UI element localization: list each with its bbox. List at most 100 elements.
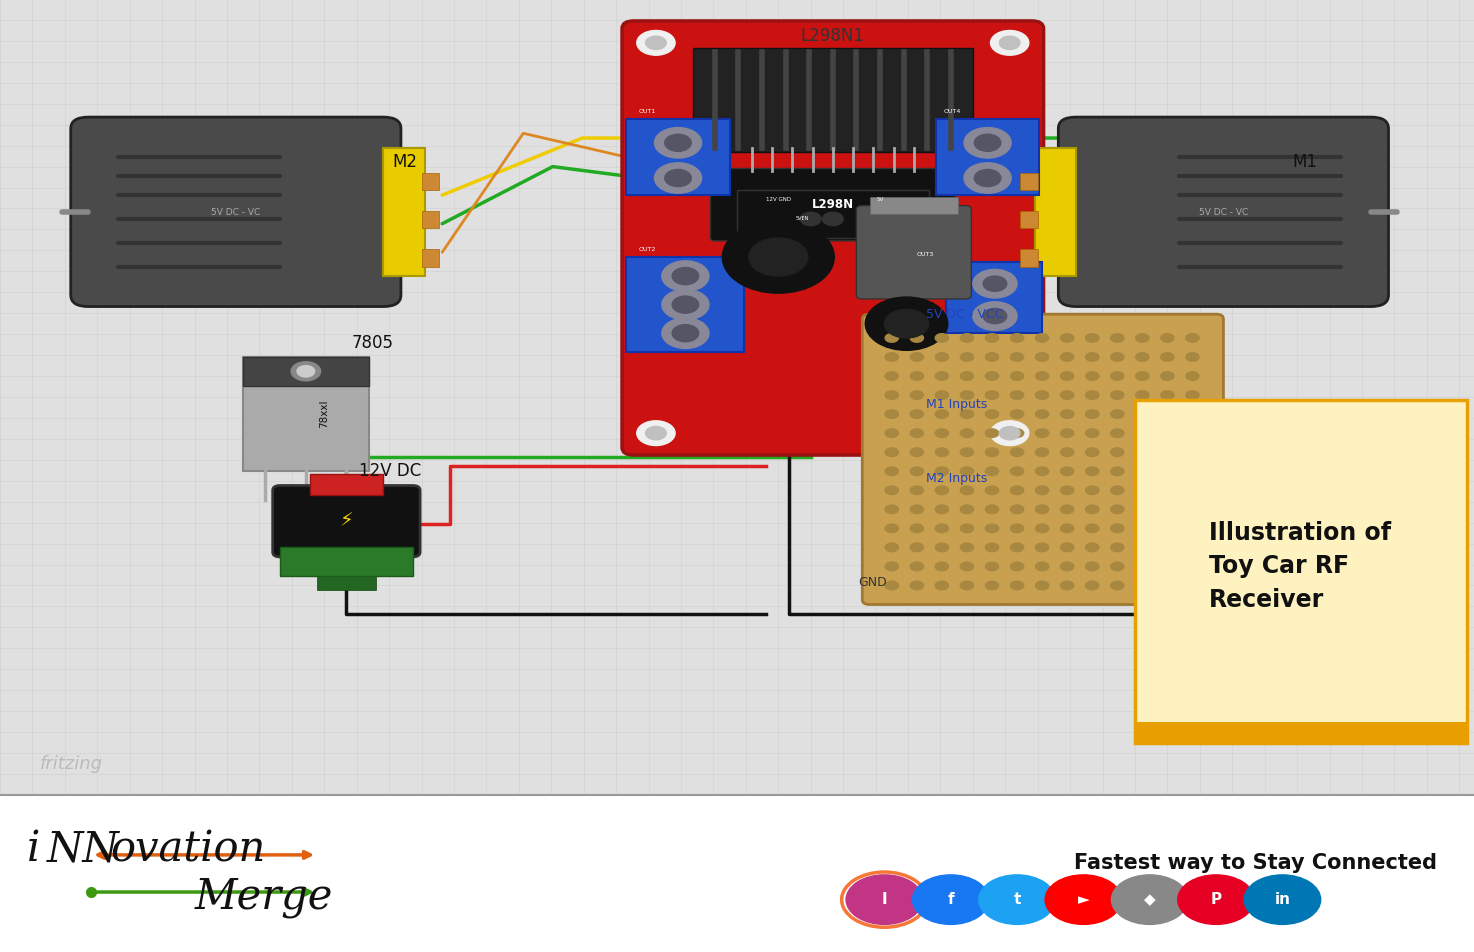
Circle shape (1085, 371, 1100, 380)
Text: f: f (948, 892, 954, 907)
Circle shape (935, 390, 949, 399)
Circle shape (884, 333, 899, 342)
Circle shape (1162, 524, 1175, 532)
Circle shape (1162, 543, 1175, 551)
Circle shape (654, 128, 702, 158)
Circle shape (1061, 581, 1073, 590)
Bar (1135, 722, 1467, 743)
Circle shape (935, 486, 949, 494)
Circle shape (662, 289, 709, 320)
Text: L298N: L298N (812, 198, 853, 211)
Circle shape (974, 169, 1001, 187)
Text: M1 Inputs: M1 Inputs (926, 398, 988, 411)
Circle shape (1011, 390, 1023, 399)
Circle shape (1162, 466, 1175, 475)
Circle shape (999, 36, 1020, 50)
Circle shape (961, 505, 974, 513)
Circle shape (1162, 581, 1175, 590)
Circle shape (985, 543, 999, 551)
Bar (280, 547, 413, 576)
Circle shape (1061, 428, 1073, 437)
Circle shape (1111, 390, 1125, 399)
Bar (422, 249, 439, 267)
FancyBboxPatch shape (622, 21, 1044, 455)
Circle shape (1162, 486, 1175, 494)
Bar (1020, 211, 1038, 228)
Circle shape (1135, 409, 1150, 418)
Polygon shape (243, 357, 368, 471)
Circle shape (1187, 352, 1200, 361)
Circle shape (884, 447, 899, 456)
Circle shape (1011, 466, 1023, 475)
Circle shape (884, 505, 899, 513)
Circle shape (1111, 447, 1125, 456)
Circle shape (985, 581, 999, 590)
Circle shape (865, 297, 948, 350)
Circle shape (985, 371, 999, 380)
Circle shape (909, 505, 923, 513)
Circle shape (1162, 562, 1175, 571)
Circle shape (909, 486, 923, 494)
Text: i: i (27, 828, 40, 870)
FancyBboxPatch shape (1135, 400, 1467, 743)
Circle shape (1085, 543, 1100, 551)
Circle shape (961, 447, 974, 456)
Circle shape (935, 524, 949, 532)
Circle shape (749, 238, 808, 276)
Text: 5V DC - VCC: 5V DC - VCC (926, 307, 1002, 321)
Circle shape (973, 269, 1017, 298)
Circle shape (884, 562, 899, 571)
Circle shape (1085, 562, 1100, 571)
Circle shape (1061, 371, 1073, 380)
Circle shape (1187, 428, 1200, 437)
Bar (946, 262, 1042, 333)
Circle shape (1011, 409, 1023, 418)
Circle shape (1135, 524, 1150, 532)
Circle shape (1011, 524, 1023, 532)
Circle shape (1187, 447, 1200, 456)
Circle shape (985, 428, 999, 437)
Circle shape (909, 524, 923, 532)
Circle shape (1011, 333, 1023, 342)
Circle shape (961, 390, 974, 399)
Text: t: t (1013, 892, 1021, 907)
Circle shape (909, 562, 923, 571)
Text: Merge: Merge (195, 876, 333, 918)
Circle shape (961, 333, 974, 342)
Circle shape (884, 309, 929, 338)
Circle shape (1085, 524, 1100, 532)
Circle shape (973, 302, 1017, 330)
Circle shape (1111, 505, 1125, 513)
Circle shape (1135, 428, 1150, 437)
Circle shape (1061, 466, 1073, 475)
Text: I: I (881, 892, 887, 907)
Circle shape (961, 581, 974, 590)
Circle shape (909, 581, 923, 590)
Circle shape (1111, 562, 1125, 571)
Circle shape (1085, 333, 1100, 342)
Circle shape (1135, 371, 1150, 380)
Circle shape (296, 366, 315, 377)
Circle shape (1135, 581, 1150, 590)
Circle shape (1111, 543, 1125, 551)
Circle shape (1111, 352, 1125, 361)
Circle shape (884, 352, 899, 361)
Circle shape (646, 426, 666, 440)
Bar (317, 576, 376, 590)
Circle shape (1111, 428, 1125, 437)
Circle shape (1135, 543, 1150, 551)
Circle shape (1111, 524, 1125, 532)
Text: Fastest way to Stay Connected: Fastest way to Stay Connected (1075, 853, 1437, 874)
Circle shape (1085, 428, 1100, 437)
Bar (422, 173, 439, 190)
Circle shape (1011, 486, 1023, 494)
Circle shape (1135, 466, 1150, 475)
Circle shape (985, 562, 999, 571)
Circle shape (884, 581, 899, 590)
Circle shape (974, 134, 1001, 151)
Circle shape (1085, 505, 1100, 513)
Circle shape (1111, 371, 1125, 380)
Circle shape (1061, 447, 1073, 456)
FancyBboxPatch shape (273, 486, 420, 557)
Circle shape (961, 524, 974, 532)
